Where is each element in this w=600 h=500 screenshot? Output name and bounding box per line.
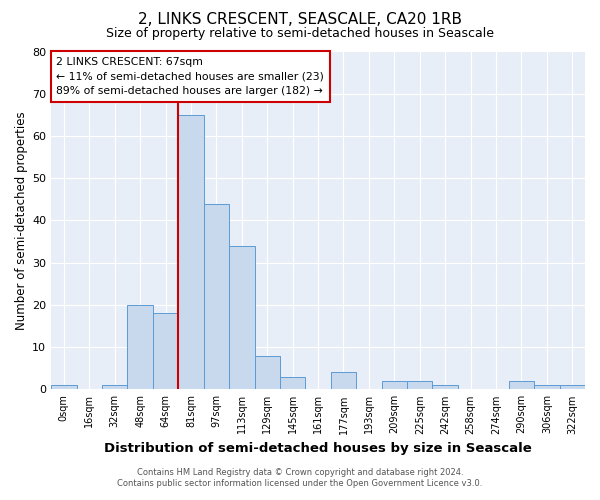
- Bar: [280, 376, 305, 390]
- Text: 2, LINKS CRESCENT, SEASCALE, CA20 1RB: 2, LINKS CRESCENT, SEASCALE, CA20 1RB: [138, 12, 462, 28]
- Bar: [407, 381, 433, 390]
- Text: 2 LINKS CRESCENT: 67sqm
← 11% of semi-detached houses are smaller (23)
89% of se: 2 LINKS CRESCENT: 67sqm ← 11% of semi-de…: [56, 56, 325, 96]
- Bar: [331, 372, 356, 390]
- Bar: [254, 356, 280, 390]
- Bar: [127, 305, 153, 390]
- Text: Size of property relative to semi-detached houses in Seascale: Size of property relative to semi-detach…: [106, 28, 494, 40]
- Bar: [178, 115, 203, 390]
- Bar: [534, 385, 560, 390]
- Text: Contains HM Land Registry data © Crown copyright and database right 2024.
Contai: Contains HM Land Registry data © Crown c…: [118, 468, 482, 487]
- X-axis label: Distribution of semi-detached houses by size in Seascale: Distribution of semi-detached houses by …: [104, 442, 532, 455]
- Bar: [51, 385, 77, 390]
- Bar: [509, 381, 534, 390]
- Bar: [229, 246, 254, 390]
- Bar: [560, 385, 585, 390]
- Bar: [153, 314, 178, 390]
- Bar: [433, 385, 458, 390]
- Bar: [203, 204, 229, 390]
- Bar: [102, 385, 127, 390]
- Y-axis label: Number of semi-detached properties: Number of semi-detached properties: [15, 111, 28, 330]
- Bar: [382, 381, 407, 390]
